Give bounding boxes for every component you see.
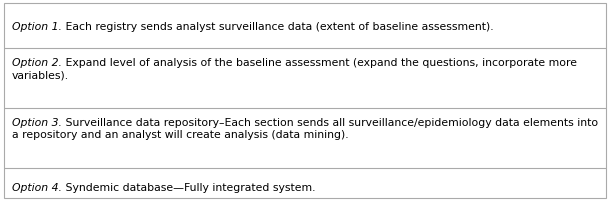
Text: Option 2.: Option 2.	[12, 58, 62, 68]
Text: Expand level of analysis of the baseline assessment (expand the questions, incor: Expand level of analysis of the baseline…	[62, 58, 577, 68]
Text: variables).: variables).	[12, 70, 69, 80]
Text: Syndemic database—Fully integrated system.: Syndemic database—Fully integrated syste…	[62, 182, 315, 192]
Text: Option 3.: Option 3.	[12, 117, 62, 127]
Text: Option 4.: Option 4.	[12, 182, 62, 192]
Text: a repository and an analyst will create analysis (data mining).: a repository and an analyst will create …	[12, 130, 349, 140]
Text: Each registry sends analyst surveillance data (extent of baseline assessment).: Each registry sends analyst surveillance…	[62, 21, 493, 31]
Text: Surveillance data repository–Each section sends all surveillance/epidemiology da: Surveillance data repository–Each sectio…	[62, 117, 598, 127]
Text: Option 1.: Option 1.	[12, 21, 62, 31]
